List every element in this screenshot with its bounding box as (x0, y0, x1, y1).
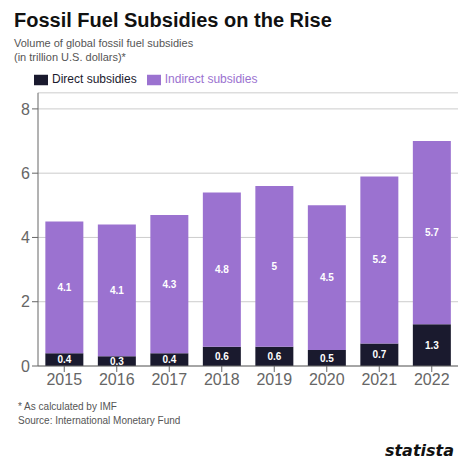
svg-text:1.3: 1.3 (425, 340, 439, 351)
html-text:(in trillion U.S. dollars)*: (in trillion U.S. dollars)* (14, 51, 126, 63)
svg-text:0.4: 0.4 (162, 354, 176, 365)
svg-text:4.1: 4.1 (110, 285, 124, 296)
html-text:Fossil Fuel Subsidies on the R: Fossil Fuel Subsidies on the Rise (14, 9, 332, 31)
svg-text:4.8: 4.8 (215, 264, 229, 275)
html-text:* As calculated by IMF: * As calculated by IMF (18, 401, 117, 412)
svg-text:2016: 2016 (99, 371, 135, 388)
svg-text:0.4: 0.4 (57, 354, 71, 365)
html-text:Volume of global fossil fuel s: Volume of global fossil fuel subsidies (14, 37, 194, 49)
svg-text:5.7: 5.7 (425, 227, 439, 238)
html-text:Direct subsidies: Direct subsidies (52, 72, 137, 86)
svg-text:2020: 2020 (309, 371, 345, 388)
svg-text:6: 6 (21, 165, 30, 182)
html-text:Indirect subsidies: Indirect subsidies (164, 72, 258, 86)
svg-text:0.5: 0.5 (320, 353, 334, 364)
svg-text:4.3: 4.3 (162, 279, 176, 290)
svg-text:4.1: 4.1 (57, 282, 71, 293)
svg-text:0.6: 0.6 (215, 351, 229, 362)
svg-text:2019: 2019 (256, 371, 292, 388)
svg-text:4: 4 (21, 229, 30, 246)
svg-text:0.6: 0.6 (267, 351, 281, 362)
svg-text:2022: 2022 (414, 371, 450, 388)
svg-text:4.5: 4.5 (320, 272, 334, 283)
svg-text:0: 0 (21, 358, 30, 375)
svg-text:2017: 2017 (151, 371, 187, 388)
svg-text:5.2: 5.2 (372, 254, 386, 265)
svg-text:0.7: 0.7 (372, 349, 386, 360)
svg-text:0.3: 0.3 (110, 356, 124, 367)
svg-text:2: 2 (21, 293, 30, 310)
svg-text:8: 8 (21, 101, 30, 118)
html-text:Source: International Monetary: Source: International Monetary Fund (18, 415, 181, 426)
svg-text:2018: 2018 (204, 371, 240, 388)
svg-text:2015: 2015 (46, 371, 82, 388)
html-text:statista: statista (384, 441, 454, 460)
svg-text:5: 5 (272, 261, 278, 272)
svg-text:2021: 2021 (361, 371, 397, 388)
